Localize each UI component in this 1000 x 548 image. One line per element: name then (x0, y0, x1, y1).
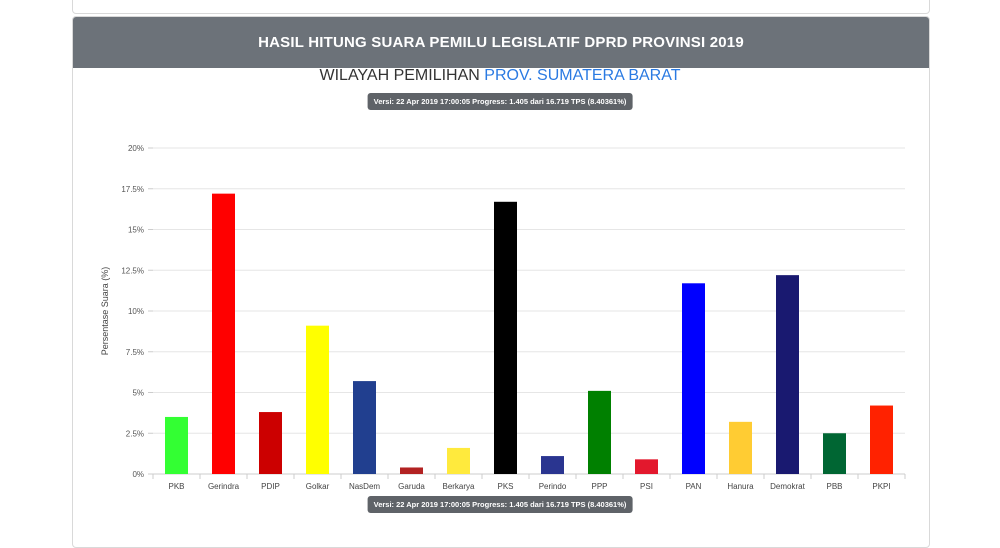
region-prefix: WILAYAH PEMILIHAN (319, 67, 480, 84)
y-tick-label: 17.5% (121, 185, 144, 194)
bar-pan (682, 283, 705, 474)
x-tick-label: PKB (168, 482, 184, 491)
bar-perindo (541, 456, 564, 474)
bar-pkpi (870, 405, 893, 474)
y-tick-label: 5% (132, 389, 144, 398)
bar-pdip (259, 412, 282, 474)
x-tick-label: Berkarya (442, 482, 475, 491)
region-name-link[interactable]: PROV. SUMATERA BARAT (484, 67, 681, 84)
bar-pks (494, 201, 517, 475)
bar-ppp (588, 390, 611, 474)
y-tick-label: 20% (128, 144, 144, 153)
y-axis-label: Persentase Suara (%) (100, 267, 110, 356)
bar-hanura (729, 421, 752, 474)
x-tick-label: Hanura (727, 482, 754, 491)
x-tick-label: PKS (497, 482, 513, 491)
y-tick-label: 0% (132, 470, 144, 479)
x-tick-label: PPP (591, 482, 607, 491)
region-title: WILAYAH PEMILIHAN PROV. SUMATERA BARAT (0, 67, 1000, 85)
bar-pkb (165, 416, 188, 474)
x-tick-label: Garuda (398, 482, 425, 491)
x-tick-label: PDIP (261, 482, 280, 491)
x-tick-label: Golkar (306, 482, 330, 491)
x-tick-label: Gerindra (208, 482, 240, 491)
x-tick-label: NasDem (349, 482, 380, 491)
x-tick-label: PBB (826, 482, 842, 491)
bar-pbb (823, 433, 846, 474)
bar-golkar (306, 325, 329, 474)
x-tick-label: PKPI (872, 482, 890, 491)
card-header: HASIL HITUNG SUARA PEMILU LEGISLATIF DPR… (73, 17, 929, 68)
previous-card (72, 0, 930, 14)
bar-demokrat (776, 275, 799, 474)
y-tick-label: 2.5% (126, 429, 144, 438)
x-tick-label: PSI (640, 482, 653, 491)
x-tick-label: PAN (686, 482, 702, 491)
bar-psi (635, 459, 658, 474)
y-tick-label: 12.5% (121, 266, 144, 275)
bar-gerindra (212, 193, 235, 474)
x-tick-label: Demokrat (770, 482, 805, 491)
version-badge-top: Versi: 22 Apr 2019 17:00:05 Progress: 1.… (367, 93, 633, 110)
card-title: HASIL HITUNG SUARA PEMILU LEGISLATIF DPR… (258, 34, 744, 51)
bar-nasdem (353, 381, 376, 474)
y-tick-label: 7.5% (126, 348, 144, 357)
version-badge-bottom: Versi: 22 Apr 2019 17:00:05 Progress: 1.… (367, 496, 633, 513)
vote-bar-chart: 0% 2.5% 5% 7.5% 10% 12.5% 15% 17.5% 20% Persentas… (100, 144, 906, 491)
y-tick-label: 15% (128, 226, 144, 235)
bar-garuda (400, 467, 423, 474)
bar-berkarya (447, 447, 470, 474)
x-tick-label: Perindo (539, 482, 567, 491)
y-tick-label: 10% (128, 307, 144, 316)
